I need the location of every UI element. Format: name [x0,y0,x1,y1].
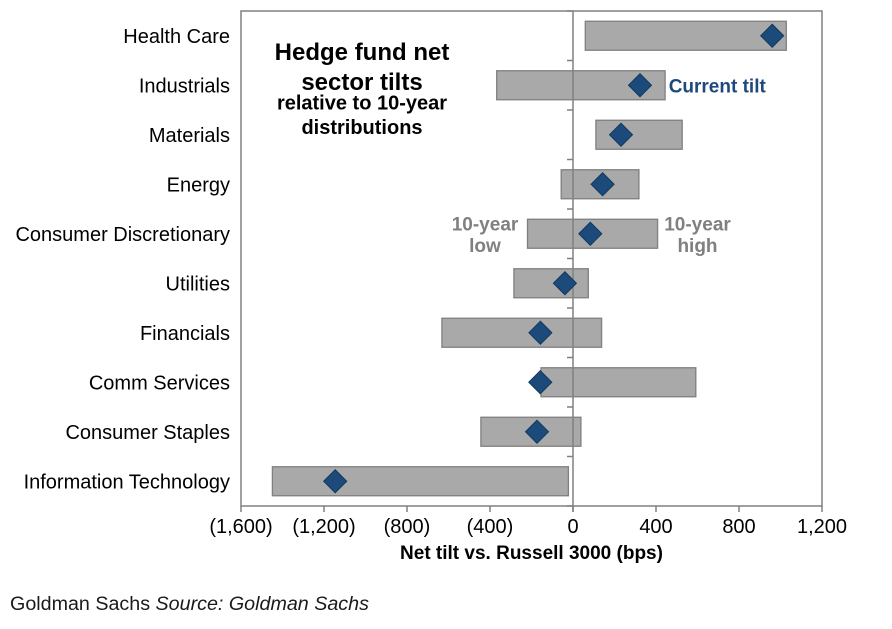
svg-text:sector tilts: sector tilts [301,69,422,96]
svg-text:Current tilt: Current tilt [669,76,767,97]
svg-text:Goldman Sachs Source: Goldman: Goldman Sachs Source: Goldman Sachs [10,593,369,615]
svg-text:Industrials: Industrials [139,75,230,97]
svg-text:Information Technology: Information Technology [24,471,230,493]
svg-text:10-year: 10-year [664,215,731,236]
svg-text:1,200: 1,200 [797,516,847,538]
svg-text:400: 400 [639,516,672,538]
svg-text:Health Care: Health Care [123,26,230,48]
svg-text:Consumer Staples: Consumer Staples [65,422,230,444]
svg-text:Hedge fund net: Hedge fund net [275,39,450,66]
svg-text:Materials: Materials [149,125,230,147]
svg-text:(400): (400) [467,516,514,538]
svg-text:(1,200): (1,200) [292,516,355,538]
svg-text:Consumer Discretionary: Consumer Discretionary [15,224,230,246]
svg-text:(1,600): (1,600) [209,516,272,538]
svg-text:0: 0 [567,516,578,538]
svg-text:Energy: Energy [167,174,230,196]
svg-text:distributions: distributions [301,117,422,139]
svg-text:Utilities: Utilities [166,273,230,295]
svg-text:10-year: 10-year [452,215,519,236]
svg-text:Financials: Financials [140,323,230,345]
svg-text:high: high [677,236,717,257]
svg-text:Comm Services: Comm Services [89,372,230,394]
svg-text:low: low [469,236,501,257]
svg-text:800: 800 [722,516,755,538]
svg-text:relative to 10-year: relative to 10-year [277,93,447,115]
svg-text:Net tilt vs. Russell 3000 (bps: Net tilt vs. Russell 3000 (bps) [400,543,663,564]
svg-text:(800): (800) [384,516,431,538]
